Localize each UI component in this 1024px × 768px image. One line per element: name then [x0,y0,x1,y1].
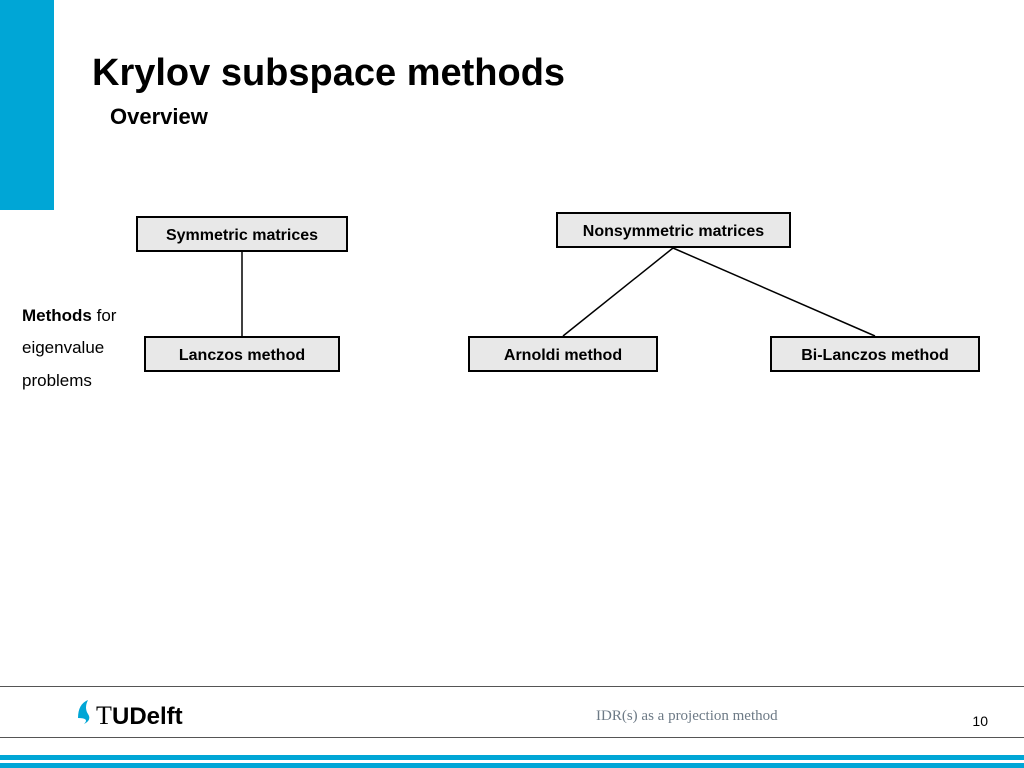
node-nonsym: Nonsymmetric matrices [556,212,791,248]
footer-line-top [0,686,1024,687]
footer-cyan-bar-1 [0,755,1024,760]
footer-line-bottom [0,737,1024,738]
page-number: 10 [972,713,988,729]
edge-nonsym-bilanczos [673,248,875,336]
diagram-area: Methods for eigenvalue problems Symmetri… [0,170,1024,490]
side-label-line3: problems [22,365,116,397]
node-lanczos: Lanczos method [144,336,340,372]
slide-title: Krylov subspace methods [92,52,565,95]
node-bilanczos: Bi-Lanczos method [770,336,980,372]
footer-cyan-bar-2 [0,763,1024,768]
svg-text:UDelft: UDelft [112,703,183,730]
node-sym: Symmetric matrices [136,216,348,252]
node-arnoldi: Arnoldi method [468,336,658,372]
side-label-line1: Methods for [22,300,116,332]
tudelft-logo: T UDelft [70,694,190,734]
footer-title: IDR(s) as a projection method [596,708,778,725]
footer-title-text: IDR(s) as a projection method [596,708,778,724]
edge-nonsym-arnoldi [563,248,673,336]
svg-text:T: T [96,701,112,730]
slide-subtitle: Overview [110,104,208,130]
slide-subtitle-text: Overview [110,104,208,129]
slide-root: Krylov subspace methods Overview Methods… [0,0,1024,768]
slide-title-text: Krylov subspace methods [92,52,565,94]
side-label-line2: eigenvalue [22,332,116,364]
side-label: Methods for eigenvalue problems [22,300,116,397]
side-label-line1-bold: Methods [22,306,92,325]
side-label-line1-rest: for [92,306,117,325]
